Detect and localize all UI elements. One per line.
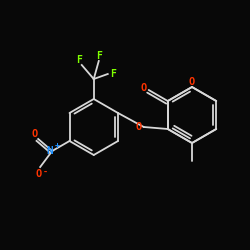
Text: O: O (35, 169, 41, 179)
Text: N: N (47, 146, 54, 156)
Text: F: F (76, 55, 82, 65)
Text: +: + (55, 142, 60, 150)
Text: F: F (110, 69, 116, 79)
Text: O: O (140, 83, 147, 93)
Text: F: F (96, 51, 102, 61)
Text: O: O (31, 129, 37, 139)
Text: -: - (43, 168, 48, 176)
Text: O: O (189, 77, 195, 87)
Text: O: O (136, 122, 142, 132)
